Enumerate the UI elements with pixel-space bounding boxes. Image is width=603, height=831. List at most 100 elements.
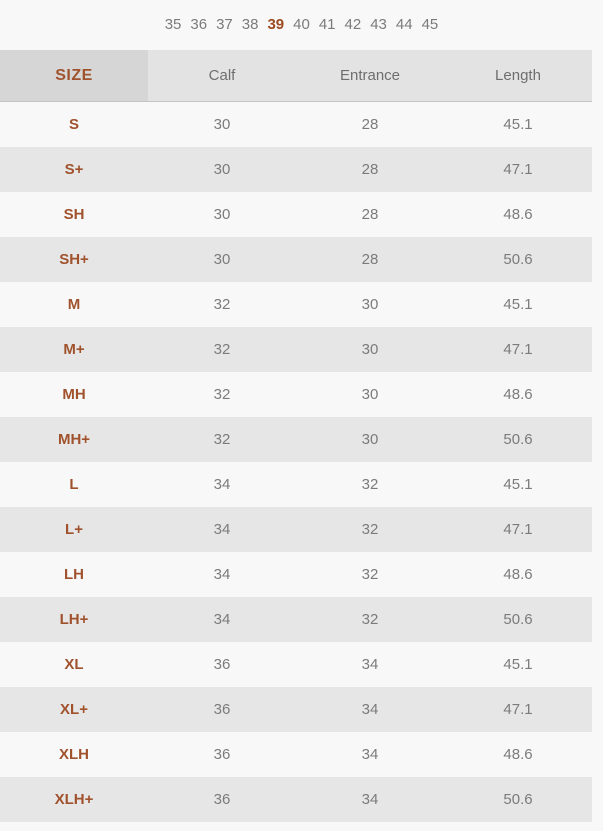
- cell-length: 45.1: [444, 101, 592, 147]
- shoe-size-option-44[interactable]: 44: [395, 15, 413, 33]
- cell-size: XLH+: [0, 777, 148, 822]
- cell-length: 47.1: [444, 687, 592, 732]
- cell-size: L: [0, 462, 148, 507]
- cell-entrance: 34: [296, 777, 444, 822]
- table-row: XLH 36 34 48.6: [0, 732, 592, 777]
- cell-entrance: 30: [296, 282, 444, 327]
- cell-entrance: 28: [296, 147, 444, 192]
- cell-calf: 36: [148, 687, 296, 732]
- shoe-size-option-40[interactable]: 40: [293, 15, 310, 33]
- table-row: S 30 28 45.1: [0, 101, 592, 147]
- cell-size: LH: [0, 552, 148, 597]
- cell-calf: 30: [148, 147, 296, 192]
- cell-entrance: 30: [296, 417, 444, 462]
- cell-entrance: 30: [296, 372, 444, 417]
- column-header-calf: Calf: [148, 50, 296, 102]
- cell-calf: 32: [148, 372, 296, 417]
- cell-calf: 32: [148, 282, 296, 327]
- cell-size: L+: [0, 507, 148, 552]
- cell-size: M: [0, 282, 148, 327]
- cell-calf: 32: [148, 327, 296, 372]
- cell-entrance: 28: [296, 101, 444, 147]
- shoe-size-option-37[interactable]: 37: [216, 15, 233, 33]
- table-row: LH 34 32 48.6: [0, 552, 592, 597]
- cell-calf: 36: [148, 777, 296, 822]
- cell-size: LH+: [0, 597, 148, 642]
- cell-size: M+: [0, 327, 148, 372]
- table-row: MH+ 32 30 50.6: [0, 417, 592, 462]
- table-row: XLH+ 36 34 50.6: [0, 777, 592, 822]
- cell-length: 45.1: [444, 642, 592, 687]
- cell-size: S: [0, 101, 148, 147]
- cell-calf: 34: [148, 507, 296, 552]
- shoe-size-selector[interactable]: 35 36 37 38 39 40 41 42 43 44 45: [0, 0, 603, 50]
- cell-entrance: 34: [296, 687, 444, 732]
- cell-calf: 36: [148, 732, 296, 777]
- cell-length: 48.6: [444, 192, 592, 237]
- cell-calf: 30: [148, 101, 296, 147]
- table-row: S+ 30 28 47.1: [0, 147, 592, 192]
- cell-length: 50.6: [444, 417, 592, 462]
- cell-calf: 36: [148, 642, 296, 687]
- cell-length: 47.1: [444, 327, 592, 372]
- cell-calf: 34: [148, 462, 296, 507]
- shoe-size-option-38[interactable]: 38: [241, 15, 259, 33]
- cell-size: XL+: [0, 687, 148, 732]
- cell-length: 48.6: [444, 552, 592, 597]
- table-row: M 32 30 45.1: [0, 282, 592, 327]
- table-header-row: SIZE Calf Entrance Length: [0, 50, 592, 102]
- cell-calf: 32: [148, 417, 296, 462]
- cell-calf: 30: [148, 237, 296, 282]
- cell-entrance: 32: [296, 597, 444, 642]
- cell-size: XL: [0, 642, 148, 687]
- table-row: L+ 34 32 47.1: [0, 507, 592, 552]
- cell-length: 48.6: [444, 372, 592, 417]
- size-chart-container: SIZE Calf Entrance Length S 30 28 45.1 S+ 30 2…: [0, 50, 592, 822]
- table-row: M+ 32 30 47.1: [0, 327, 592, 372]
- table-row: L 34 32 45.1: [0, 462, 592, 507]
- cell-calf: 30: [148, 192, 296, 237]
- cell-length: 50.6: [444, 237, 592, 282]
- column-header-entrance: Entrance: [296, 50, 444, 102]
- table-row: XL+ 36 34 47.1: [0, 687, 592, 732]
- shoe-size-option-35[interactable]: 35: [164, 15, 182, 33]
- size-chart-body: S 30 28 45.1 S+ 30 28 47.1 SH 30 28 48.6 SH+ 30 28 50.6…: [0, 101, 592, 822]
- cell-length: 45.1: [444, 462, 592, 507]
- cell-size: SH: [0, 192, 148, 237]
- cell-entrance: 30: [296, 327, 444, 372]
- table-row: SH+ 30 28 50.6: [0, 237, 592, 282]
- cell-entrance: 32: [296, 462, 444, 507]
- table-row: LH+ 34 32 50.6: [0, 597, 592, 642]
- table-row: SH 30 28 48.6: [0, 192, 592, 237]
- cell-entrance: 28: [296, 192, 444, 237]
- cell-length: 45.1: [444, 282, 592, 327]
- cell-size: XLH: [0, 732, 148, 777]
- size-chart-table: SIZE Calf Entrance Length S 30 28 45.1 S+ 30 2…: [0, 50, 592, 822]
- cell-entrance: 32: [296, 552, 444, 597]
- cell-length: 47.1: [444, 507, 592, 552]
- cell-length: 48.6: [444, 732, 592, 777]
- cell-size: MH: [0, 372, 148, 417]
- cell-length: 50.6: [444, 597, 592, 642]
- column-header-size: SIZE: [0, 50, 148, 102]
- table-row: XL 36 34 45.1: [0, 642, 592, 687]
- column-header-length: Length: [444, 50, 592, 102]
- table-row: MH 32 30 48.6: [0, 372, 592, 417]
- cell-calf: 34: [148, 597, 296, 642]
- shoe-size-option-39[interactable]: 39: [267, 15, 285, 33]
- cell-calf: 34: [148, 552, 296, 597]
- shoe-size-option-41[interactable]: 41: [318, 15, 336, 33]
- cell-entrance: 34: [296, 642, 444, 687]
- shoe-size-option-36[interactable]: 36: [190, 15, 208, 33]
- cell-entrance: 28: [296, 237, 444, 282]
- size-chart-header: SIZE Calf Entrance Length: [0, 50, 592, 102]
- shoe-size-option-45[interactable]: 45: [421, 15, 439, 33]
- cell-length: 47.1: [444, 147, 592, 192]
- shoe-size-option-43[interactable]: 43: [370, 15, 387, 33]
- cell-entrance: 32: [296, 507, 444, 552]
- cell-size: SH+: [0, 237, 148, 282]
- shoe-size-option-42[interactable]: 42: [344, 15, 362, 33]
- cell-size: S+: [0, 147, 148, 192]
- cell-entrance: 34: [296, 732, 444, 777]
- cell-size: MH+: [0, 417, 148, 462]
